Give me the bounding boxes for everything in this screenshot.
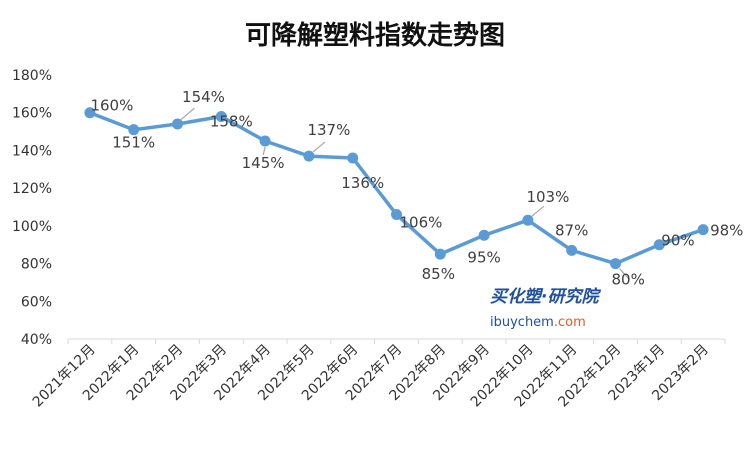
data-label: 106% [400,214,443,232]
y-tick-label: 100% [12,219,52,235]
data-point [259,135,271,147]
data-label: 160% [90,97,133,115]
data-point [84,107,96,119]
data-label: 85% [422,265,455,283]
y-tick-label: 140% [12,143,52,159]
leader-line [262,146,266,156]
data-label: 103% [526,188,569,206]
watermark-site-tld: .com [554,315,586,330]
data-point [391,209,402,221]
data-point [522,214,534,226]
data-point [172,118,183,130]
chart-title: 可降解塑料指数走势图 [245,21,505,51]
data-point [478,229,490,241]
watermark-site: ibuychem.com [490,315,586,330]
data-label: 154% [182,88,225,106]
watermark-brand: 买化塑·研究院 [490,287,601,307]
axes: 40%60%80%100%120%140%160%180%2021年12月202… [12,68,726,410]
data-label: 80% [612,271,645,289]
leader-line [531,205,545,217]
data-point [434,248,446,260]
data-point [215,110,227,122]
data-label: 158% [210,112,253,130]
data-points [84,107,709,270]
leader-line [180,107,195,121]
data-label: 90% [661,232,694,250]
data-point [566,244,578,256]
y-tick-label: 160% [12,106,52,122]
data-label: 145% [242,154,285,172]
data-label: 151% [112,134,155,152]
data-label: 98% [710,222,743,240]
data-point [697,224,709,236]
y-tick-label: 60% [21,294,52,310]
data-point [128,124,140,136]
data-labels: 160% 151% 154% 158% 145% 137% 136% 106% 85% 95% 10… [90,88,743,289]
data-point [610,258,621,270]
label-leader-lines [180,107,630,280]
data-label: 137% [307,121,350,139]
leader-line [619,268,630,280]
y-tick-label: 40% [21,332,52,348]
watermark-site-name: ibuychem [490,315,554,330]
watermark-logo: 买化塑·研究院 ibuychem.com [490,287,601,330]
data-point [347,152,359,164]
series-line [89,111,704,266]
data-point [303,150,315,162]
leader-line [312,141,326,153]
y-tick-label: 80% [21,257,52,273]
series-line-group [89,111,704,266]
data-label: 87% [555,221,588,239]
data-label: 136% [341,174,384,192]
data-point [653,239,665,251]
y-tick-label: 180% [12,68,52,84]
y-tick-label: 120% [12,181,52,197]
data-label: 95% [467,248,500,266]
